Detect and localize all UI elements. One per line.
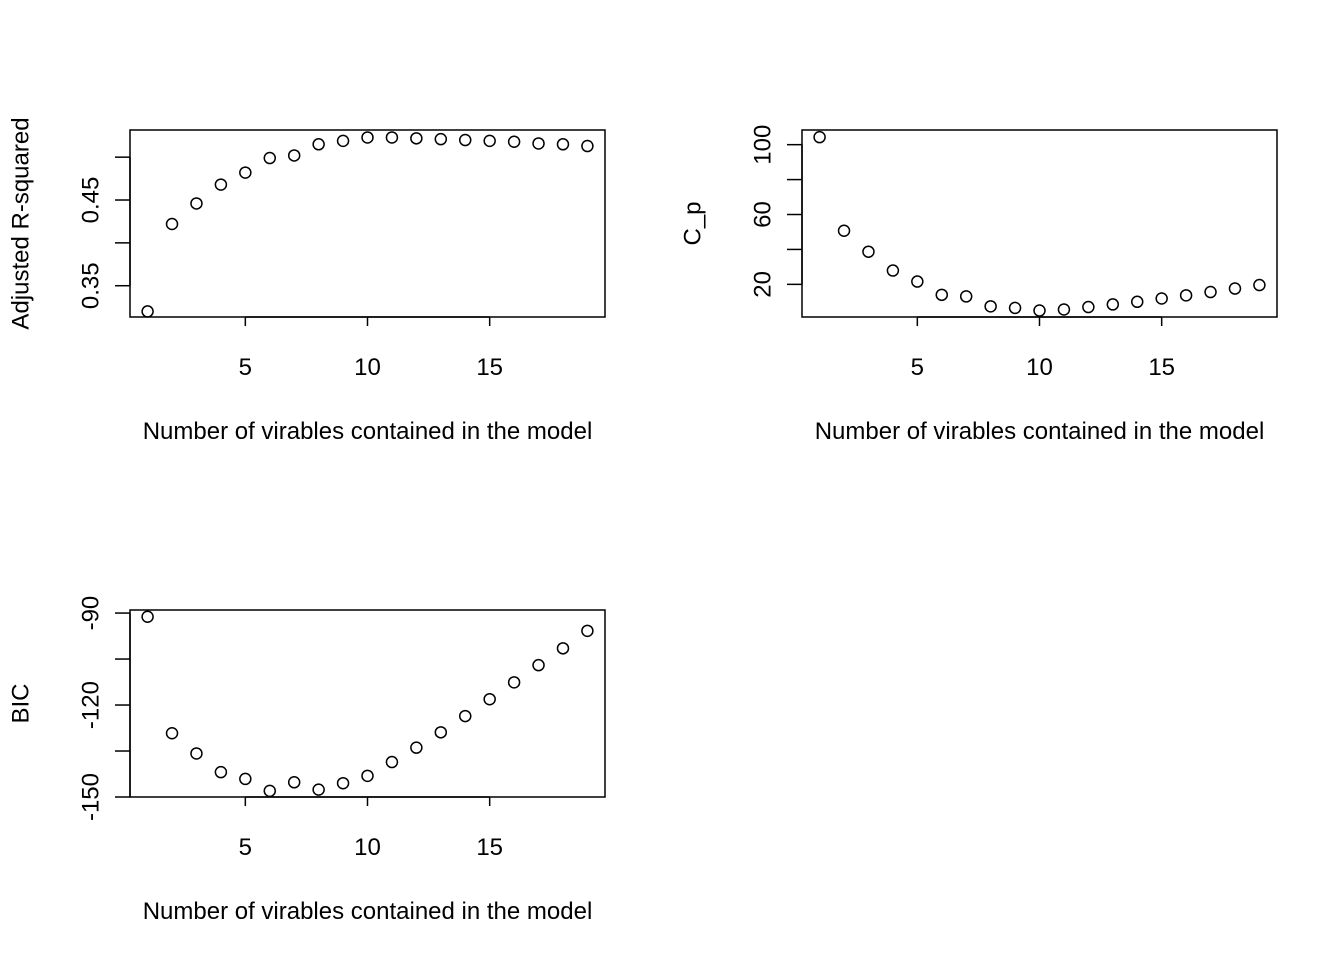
- data-point: [813, 130, 826, 144]
- data-point: [1204, 285, 1217, 299]
- data-point: [1228, 282, 1242, 295]
- y-axis-title: BIC: [7, 683, 34, 723]
- data-point: [287, 149, 301, 162]
- data-point: [581, 624, 594, 638]
- data-point: [556, 642, 570, 655]
- x-axis-title: Number of virables contained in the mode…: [815, 418, 1265, 445]
- panel-bic: 5 10 15 -90 -120 -150 Number of virables conta…: [7, 596, 606, 925]
- data-point: [263, 151, 277, 165]
- y-tick-label: 60: [749, 201, 776, 228]
- data-point: [886, 264, 900, 277]
- data-point: [385, 755, 399, 769]
- data-point: [862, 245, 875, 258]
- data-point: [190, 747, 203, 760]
- data-point: [385, 131, 399, 144]
- data-point: [434, 726, 448, 739]
- data-point: [1082, 300, 1095, 314]
- x-tick-label: 10: [354, 834, 381, 861]
- y-tick-label: 0.45: [77, 177, 104, 224]
- data-point: [1253, 278, 1266, 292]
- x-tick-label: 5: [239, 354, 252, 381]
- y-tick-label: 0.35: [77, 262, 104, 309]
- data-point: [239, 772, 252, 786]
- x-tick-label: 15: [476, 354, 503, 381]
- x-tick-label: 5: [239, 834, 252, 861]
- data-point: [434, 132, 448, 146]
- data-point: [1057, 303, 1071, 316]
- data-point: [141, 305, 154, 318]
- panel-adjr2: 5 10 15 0.35 0.45 Number of virables containe…: [7, 117, 606, 445]
- data-point: [190, 197, 203, 210]
- data-point: [287, 776, 301, 789]
- data-point: [1130, 295, 1144, 309]
- data-point: [1179, 289, 1193, 302]
- data-point: [483, 134, 496, 148]
- x-axis-title: Number of virables contained in the mode…: [143, 898, 593, 925]
- data-point: [214, 765, 228, 779]
- data-point: [532, 137, 545, 150]
- data-point: [361, 769, 374, 783]
- x-tick-label: 5: [911, 354, 924, 381]
- data-point: [1155, 292, 1168, 305]
- data-point: [1008, 301, 1022, 315]
- x-tick-label: 10: [1026, 354, 1053, 381]
- data-point: [1106, 298, 1120, 311]
- y-tick-label: 100: [749, 125, 776, 165]
- plot-frame-adjr2: [129, 129, 606, 318]
- data-point: [410, 132, 423, 145]
- y-tick-label: -90: [77, 596, 104, 631]
- data-point: [141, 610, 154, 623]
- y-tick-label: -120: [77, 681, 104, 729]
- x-tick-label: 15: [1148, 354, 1175, 381]
- data-point: [361, 131, 374, 144]
- data-point: [239, 166, 252, 179]
- data-point: [959, 290, 973, 303]
- panel-cp: 5 10 15 20 60 100 Number of virables contained…: [679, 125, 1278, 445]
- data-point: [410, 741, 423, 754]
- plot-frame-bic: [129, 609, 606, 798]
- data-point: [911, 275, 924, 288]
- data-point: [837, 224, 851, 237]
- y-axis-title: Adjusted R-squared: [7, 117, 34, 329]
- data-point: [458, 133, 472, 147]
- y-tick-label: -150: [77, 773, 104, 821]
- data-point: [165, 217, 179, 231]
- data-point: [1033, 304, 1046, 317]
- data-point: [507, 135, 521, 148]
- data-point: [458, 709, 472, 723]
- data-point: [312, 783, 325, 796]
- data-point: [214, 178, 228, 191]
- data-point: [935, 288, 949, 302]
- data-point: [312, 138, 325, 151]
- x-tick-label: 10: [354, 354, 381, 381]
- data-point: [581, 139, 594, 153]
- data-point: [263, 784, 277, 798]
- x-tick-label: 15: [476, 834, 503, 861]
- x-axis-title: Number of virables contained in the mode…: [143, 418, 593, 445]
- data-point: [984, 300, 997, 313]
- data-point: [507, 676, 521, 689]
- data-point: [483, 692, 496, 706]
- data-point: [532, 658, 545, 672]
- data-point: [165, 726, 179, 740]
- y-axis-title: C_p: [679, 201, 706, 245]
- data-point: [556, 138, 570, 151]
- data-point: [336, 776, 350, 790]
- data-point: [336, 134, 350, 148]
- y-tick-label: 20: [749, 271, 776, 298]
